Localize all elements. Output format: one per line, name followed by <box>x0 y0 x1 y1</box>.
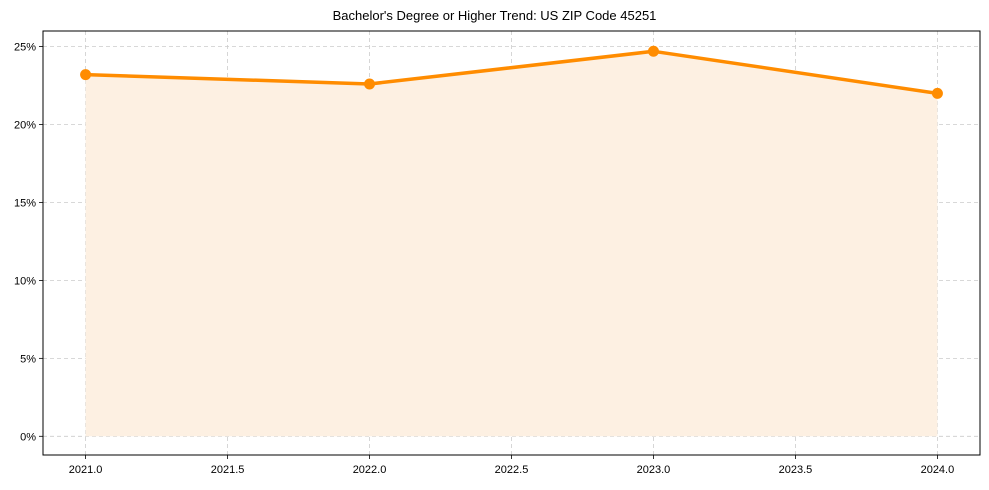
y-axis: 0% 5% 10% 15% 20% 25% <box>14 42 43 443</box>
data-point <box>80 69 92 81</box>
data-point <box>931 87 943 99</box>
data-point <box>647 45 659 57</box>
y-tick-label: 20% <box>14 120 36 132</box>
x-tick-label: 2022.0 <box>353 464 387 476</box>
chart-title: Bachelor's Degree or Higher Trend: US ZI… <box>332 8 657 23</box>
x-tick-label: 2021.0 <box>69 464 103 476</box>
y-tick-label: 10% <box>14 275 36 287</box>
x-tick-label: 2022.5 <box>495 464 529 476</box>
trend-line <box>85 49 938 96</box>
data-point <box>364 78 376 90</box>
area-fill <box>85 51 938 437</box>
x-axis: 2021.0 2021.5 2022.0 2022.5 2023.0 2023.5 2024… <box>69 455 954 476</box>
x-tick-label: 2024.0 <box>921 464 955 476</box>
y-tick-label: 0% <box>20 431 36 443</box>
data-markers <box>80 45 943 99</box>
y-tick-label: 15% <box>14 197 36 209</box>
x-tick-label: 2023.5 <box>779 464 813 476</box>
x-tick-label: 2023.0 <box>637 464 671 476</box>
y-tick-label: 25% <box>14 42 36 54</box>
y-tick-label: 5% <box>20 353 36 365</box>
x-tick-label: 2021.5 <box>211 464 245 476</box>
